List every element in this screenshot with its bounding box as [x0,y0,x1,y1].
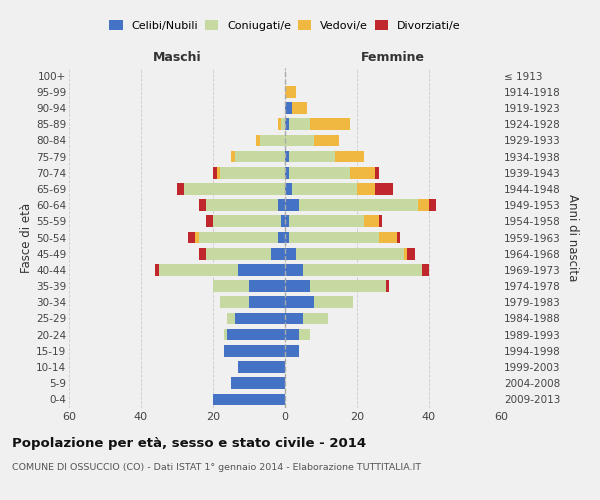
Bar [299,200,418,211]
Bar [397,232,400,243]
Bar [310,118,350,130]
Bar [285,329,299,340]
Bar [220,296,249,308]
Bar [418,200,429,211]
Bar [364,216,379,227]
Bar [357,183,375,195]
Bar [407,248,415,260]
Bar [289,232,379,243]
Bar [310,280,386,292]
Bar [314,134,339,146]
Bar [220,167,285,178]
Text: Popolazione per età, sesso e stato civile - 2014: Popolazione per età, sesso e stato civil… [12,438,366,450]
Bar [285,248,296,260]
Bar [285,102,292,114]
Bar [285,200,299,211]
Bar [285,167,289,178]
Bar [303,312,328,324]
Bar [285,183,292,195]
Bar [278,200,285,211]
Bar [285,216,289,227]
Bar [292,183,357,195]
Bar [199,248,206,260]
Bar [271,248,285,260]
Bar [206,216,213,227]
Bar [278,232,285,243]
Bar [404,248,407,260]
Bar [285,118,289,130]
Legend: Celibi/Nubili, Coniugati/e, Vedovi/e, Divorziati/e: Celibi/Nubili, Coniugati/e, Vedovi/e, Di… [106,17,464,34]
Bar [386,280,389,292]
Bar [260,134,285,146]
Bar [224,345,285,356]
Bar [235,312,285,324]
Bar [231,150,235,162]
Bar [213,167,217,178]
Bar [217,167,220,178]
Bar [155,264,159,276]
Y-axis label: Anni di nascita: Anni di nascita [566,194,579,281]
Bar [199,200,206,211]
Bar [314,296,353,308]
Bar [177,183,184,195]
Bar [227,312,235,324]
Bar [335,150,364,162]
Bar [285,312,303,324]
Bar [289,150,335,162]
Bar [238,264,285,276]
Bar [231,378,285,389]
Bar [289,216,364,227]
Y-axis label: Fasce di età: Fasce di età [20,202,33,272]
Bar [206,200,278,211]
Bar [278,118,281,130]
Bar [429,200,436,211]
Bar [422,264,429,276]
Bar [375,167,379,178]
Bar [292,102,307,114]
Bar [238,361,285,373]
Bar [285,150,289,162]
Bar [285,296,314,308]
Bar [285,264,303,276]
Bar [289,118,310,130]
Bar [249,280,285,292]
Bar [235,150,285,162]
Bar [375,183,393,195]
Bar [199,232,278,243]
Bar [206,248,271,260]
Bar [213,394,285,405]
Bar [285,232,289,243]
Bar [249,296,285,308]
Text: COMUNE DI OSSUCCIO (CO) - Dati ISTAT 1° gennaio 2014 - Elaborazione TUTTITALIA.I: COMUNE DI OSSUCCIO (CO) - Dati ISTAT 1° … [12,462,421,471]
Bar [289,167,350,178]
Text: Maschi: Maschi [152,52,202,64]
Bar [379,216,382,227]
Bar [285,280,310,292]
Bar [303,264,422,276]
Bar [159,264,238,276]
Bar [285,86,296,98]
Bar [281,216,285,227]
Bar [224,329,227,340]
Bar [379,232,397,243]
Bar [285,345,299,356]
Bar [285,134,314,146]
Bar [296,248,404,260]
Bar [195,232,199,243]
Bar [256,134,260,146]
Bar [213,280,249,292]
Bar [184,183,285,195]
Bar [299,329,310,340]
Bar [227,329,285,340]
Bar [188,232,195,243]
Text: Femmine: Femmine [361,52,425,64]
Bar [213,216,281,227]
Bar [281,118,285,130]
Bar [350,167,375,178]
